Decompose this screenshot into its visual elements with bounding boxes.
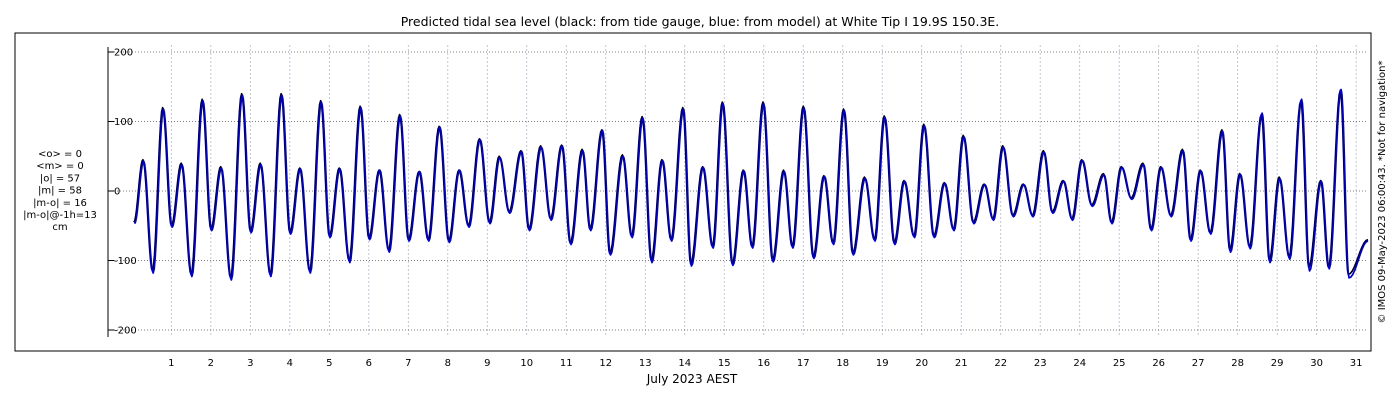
- series-line-model: [133, 88, 1369, 281]
- y-tick-label: 100: [114, 117, 133, 128]
- y-ticks: -200 -100 0 100 200: [108, 48, 137, 337]
- stats-line: |o| = 57: [40, 173, 80, 184]
- x-tick-label: 13: [639, 358, 652, 369]
- x-tick-label: 3: [247, 358, 253, 369]
- x-tick-label: 18: [836, 358, 849, 369]
- x-tick-label: 23: [1034, 358, 1047, 369]
- x-tick-label: 21: [955, 358, 968, 369]
- vertical-gridlines: [170, 45, 1357, 337]
- x-tick-label: 15: [718, 358, 731, 369]
- x-tick-label: 1: [168, 358, 174, 369]
- stats-line: <m> = 0: [36, 161, 84, 172]
- x-tick-label: 17: [797, 358, 810, 369]
- x-tick-label: 7: [405, 358, 411, 369]
- y-tick-label: -200: [114, 326, 137, 337]
- x-tick-label: 5: [326, 358, 332, 369]
- x-tick-label: 4: [287, 358, 293, 369]
- x-tick-label: 6: [366, 358, 372, 369]
- stats-line: |m-o| = 16: [33, 198, 87, 209]
- x-tick-label: 27: [1192, 358, 1205, 369]
- x-tick-label: 9: [484, 358, 490, 369]
- y-tick-label: -100: [114, 256, 137, 267]
- x-tick-label: 19: [876, 358, 889, 369]
- x-tick-label: 2: [208, 358, 214, 369]
- stats-line: <o> = 0: [38, 149, 82, 160]
- x-tick-label: 12: [599, 358, 612, 369]
- x-tick-label: 26: [1152, 358, 1165, 369]
- stats-line: cm: [52, 222, 67, 233]
- x-tick-label: 10: [520, 358, 533, 369]
- x-tick-label: 14: [678, 358, 691, 369]
- series-layer: [133, 88, 1369, 281]
- stats-line: |m-o|@-1h=13: [23, 210, 97, 221]
- y-tick-label: 0: [114, 187, 120, 198]
- x-tick-label: 16: [757, 358, 770, 369]
- x-tick-label: 28: [1231, 358, 1244, 369]
- horizontal-gridlines: [108, 51, 1368, 331]
- stats-panel: <o> = 0<m> = 0|o| = 57 |m| = 58|m-o| = 16…: [23, 149, 97, 233]
- x-ticks: 1 2 3 4 5 6 7 8 9 10 11 12 13 14 15 16 17 18 19 20 21 22 23 24 2…: [168, 358, 1362, 369]
- outer-frame: [14, 32, 1372, 352]
- y-tick-label: 200: [114, 48, 133, 59]
- copyright-notice: © IMOS 09-May-2023 06:00:43. *Not for na…: [1377, 61, 1388, 324]
- x-tick-label: 8: [445, 358, 451, 369]
- stats-line: |m| = 58: [38, 186, 82, 197]
- x-tick-label: 30: [1310, 358, 1323, 369]
- x-tick-label: 29: [1271, 358, 1284, 369]
- x-tick-label: 25: [1113, 358, 1126, 369]
- chart-title: Predicted tidal sea level (black: from t…: [401, 14, 1000, 29]
- x-axis-label: July 2023 AEST: [646, 372, 738, 386]
- x-tick-label: 31: [1350, 358, 1363, 369]
- x-tick-label: 20: [915, 358, 928, 369]
- x-tick-label: 22: [994, 358, 1007, 369]
- x-tick-label: 24: [1073, 358, 1086, 369]
- x-tick-label: 11: [560, 358, 573, 369]
